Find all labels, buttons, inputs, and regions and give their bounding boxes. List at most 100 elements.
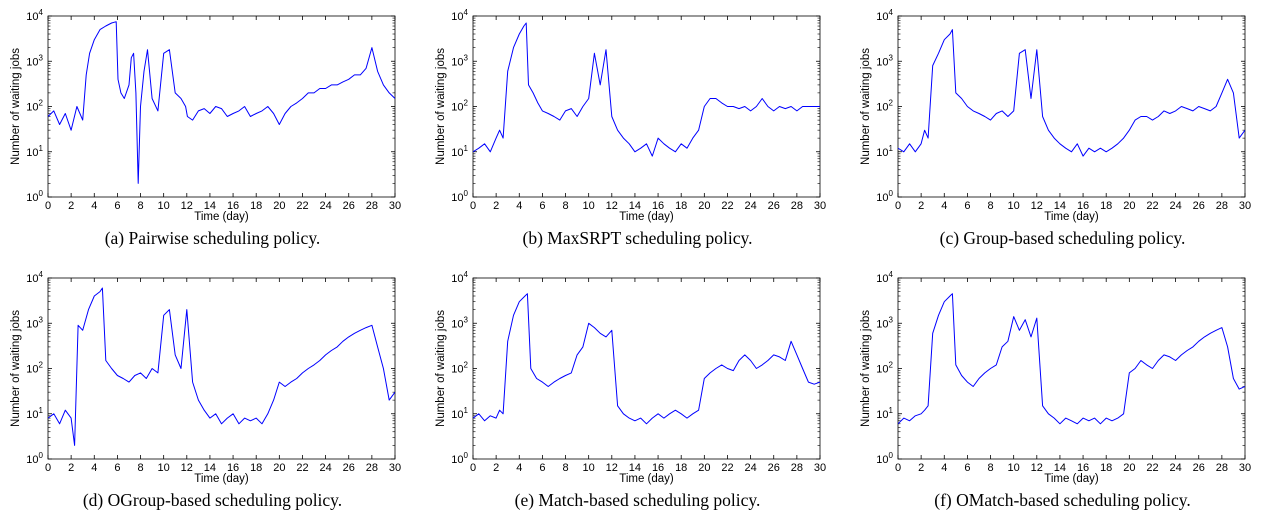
y-tick-label: 100	[876, 189, 893, 204]
y-tick-label: 103	[26, 53, 43, 68]
y-tick-label: 104	[451, 270, 468, 285]
y-axis-label: Number of waiting jobs	[10, 48, 22, 165]
x-tick-label: 22	[721, 200, 733, 212]
x-tick-label: 16	[652, 462, 664, 474]
x-tick-label: 28	[366, 462, 378, 474]
x-tick-label: 18	[675, 200, 687, 212]
y-axis-label: Number of waiting jobs	[10, 310, 22, 427]
x-tick-label: 10	[158, 462, 170, 474]
x-tick-label: 14	[629, 462, 641, 474]
y-tick-label: 101	[451, 144, 468, 159]
y-tick-label: 102	[26, 99, 43, 114]
x-tick-label: 18	[1100, 462, 1112, 474]
y-axis-label: Number of waiting jobs	[860, 310, 872, 427]
x-tick-label: 20	[273, 200, 285, 212]
y-tick-label: 101	[451, 406, 468, 421]
x-tick-label: 0	[895, 462, 901, 474]
y-tick-label: 102	[26, 361, 43, 376]
x-tick-label: 16	[227, 200, 239, 212]
series-line	[473, 293, 820, 425]
x-tick-label: 12	[606, 200, 618, 212]
x-tick-label: 30	[1239, 462, 1251, 474]
x-tick-label: 26	[343, 462, 355, 474]
y-tick-label: 101	[876, 144, 893, 159]
x-tick-label: 30	[814, 200, 826, 212]
y-axis-label: Number of waiting jobs	[435, 48, 447, 165]
chart-panel: 0 2 4 6 8 10 12 14 16 18 20 22 24 26 28 30 100 101 102 103 1…	[850, 262, 1275, 522]
x-tick-label: 22	[1146, 200, 1158, 212]
chart-panel: 0 2 4 6 8 10 12 14 16 18 20 22 24 26 28 30 100 101 102 103 1…	[425, 262, 850, 522]
x-tick-label: 26	[1193, 462, 1205, 474]
x-tick-label: 18	[1100, 200, 1112, 212]
x-tick-label: 10	[583, 462, 595, 474]
chart-panel: 0 2 4 6 8 10 12 14 16 18 20 22 24 26 28 30 100 101 102 103 1…	[0, 0, 425, 260]
x-tick-label: 2	[68, 200, 74, 212]
x-tick-label: 20	[273, 462, 285, 474]
chart-panel: 0 2 4 6 8 10 12 14 16 18 20 22 24 26 28 30 100 101 102 103 1…	[850, 0, 1275, 260]
series-line	[473, 22, 820, 157]
x-tick-label: 24	[1169, 462, 1181, 474]
x-tick-label: 28	[791, 200, 803, 212]
x-tick-label: 14	[204, 462, 216, 474]
x-tick-label: 6	[964, 200, 970, 212]
x-tick-label: 16	[652, 200, 664, 212]
chart-svg: 0 2 4 6 8 10 12 14 16 18 20 22 24 26 28 301001011021031…	[435, 270, 826, 485]
y-tick-label: 100	[26, 189, 43, 204]
panel-caption: (d) OGroup-based scheduling policy.	[82, 490, 343, 510]
series-line	[48, 21, 395, 184]
x-tick-label: 14	[1054, 462, 1066, 474]
y-tick-label: 104	[451, 8, 468, 23]
chart-svg: 0 2 4 6 8 10 12 14 16 18 20 22 24 26 28 301001011021031…	[860, 8, 1251, 223]
x-tick-label: 20	[698, 462, 710, 474]
panel-caption: (e) Match-based scheduling policy.	[514, 490, 761, 510]
x-tick-label: 16	[227, 462, 239, 474]
x-tick-label: 2	[493, 462, 499, 474]
x-tick-label: 18	[250, 462, 262, 474]
y-tick-label: 100	[451, 189, 468, 204]
y-tick-label: 101	[876, 406, 893, 421]
x-tick-label: 8	[987, 462, 993, 474]
x-tick-label: 30	[389, 462, 401, 474]
x-tick-label: 14	[204, 200, 216, 212]
x-tick-label: 6	[114, 462, 120, 474]
series-line	[48, 287, 395, 446]
chart-svg: 0 2 4 6 8 10 12 14 16 18 20 22 24 26 28 301001011021031…	[10, 270, 401, 485]
x-tick-label: 8	[137, 200, 143, 212]
y-tick-label: 103	[876, 53, 893, 68]
x-tick-label: 18	[250, 200, 262, 212]
x-tick-label: 6	[964, 462, 970, 474]
chart-svg: 0 2 4 6 8 10 12 14 16 18 20 22 24 26 28 301001011021031…	[860, 270, 1251, 485]
x-tick-label: 26	[343, 200, 355, 212]
y-axis-label: Number of waiting jobs	[435, 310, 447, 427]
x-tick-label: 22	[1146, 462, 1158, 474]
panel-caption: (a) Pairwise scheduling policy.	[104, 228, 321, 248]
plot-frame	[897, 15, 1246, 198]
x-tick-label: 10	[583, 200, 595, 212]
x-tick-label: 2	[918, 200, 924, 212]
x-tick-label: 30	[1239, 200, 1251, 212]
x-tick-label: 12	[181, 200, 193, 212]
y-tick-label: 100	[876, 451, 893, 466]
x-tick-label: 16	[1077, 200, 1089, 212]
x-tick-label: 12	[181, 462, 193, 474]
y-tick-label: 103	[876, 315, 893, 330]
x-tick-label: 24	[744, 200, 756, 212]
x-tick-label: 6	[539, 462, 545, 474]
x-axis-label: Time (day)	[194, 473, 249, 485]
y-tick-label: 102	[876, 361, 893, 376]
x-tick-label: 26	[768, 200, 780, 212]
y-tick-label: 103	[451, 315, 468, 330]
x-tick-label: 28	[1216, 462, 1228, 474]
x-axis-label: Time (day)	[1044, 211, 1099, 223]
y-axis-label: Number of waiting jobs	[860, 48, 872, 165]
x-tick-label: 22	[296, 462, 308, 474]
x-tick-label: 4	[941, 462, 947, 474]
x-tick-label: 4	[941, 200, 947, 212]
x-tick-label: 30	[814, 462, 826, 474]
x-tick-label: 24	[744, 462, 756, 474]
x-tick-label: 20	[1123, 200, 1135, 212]
y-tick-label: 102	[451, 99, 468, 114]
chart-panel: 0 2 4 6 8 10 12 14 16 18 20 22 24 26 28 30 100 101 102 103 1…	[0, 262, 425, 522]
plot-frame	[47, 15, 396, 198]
